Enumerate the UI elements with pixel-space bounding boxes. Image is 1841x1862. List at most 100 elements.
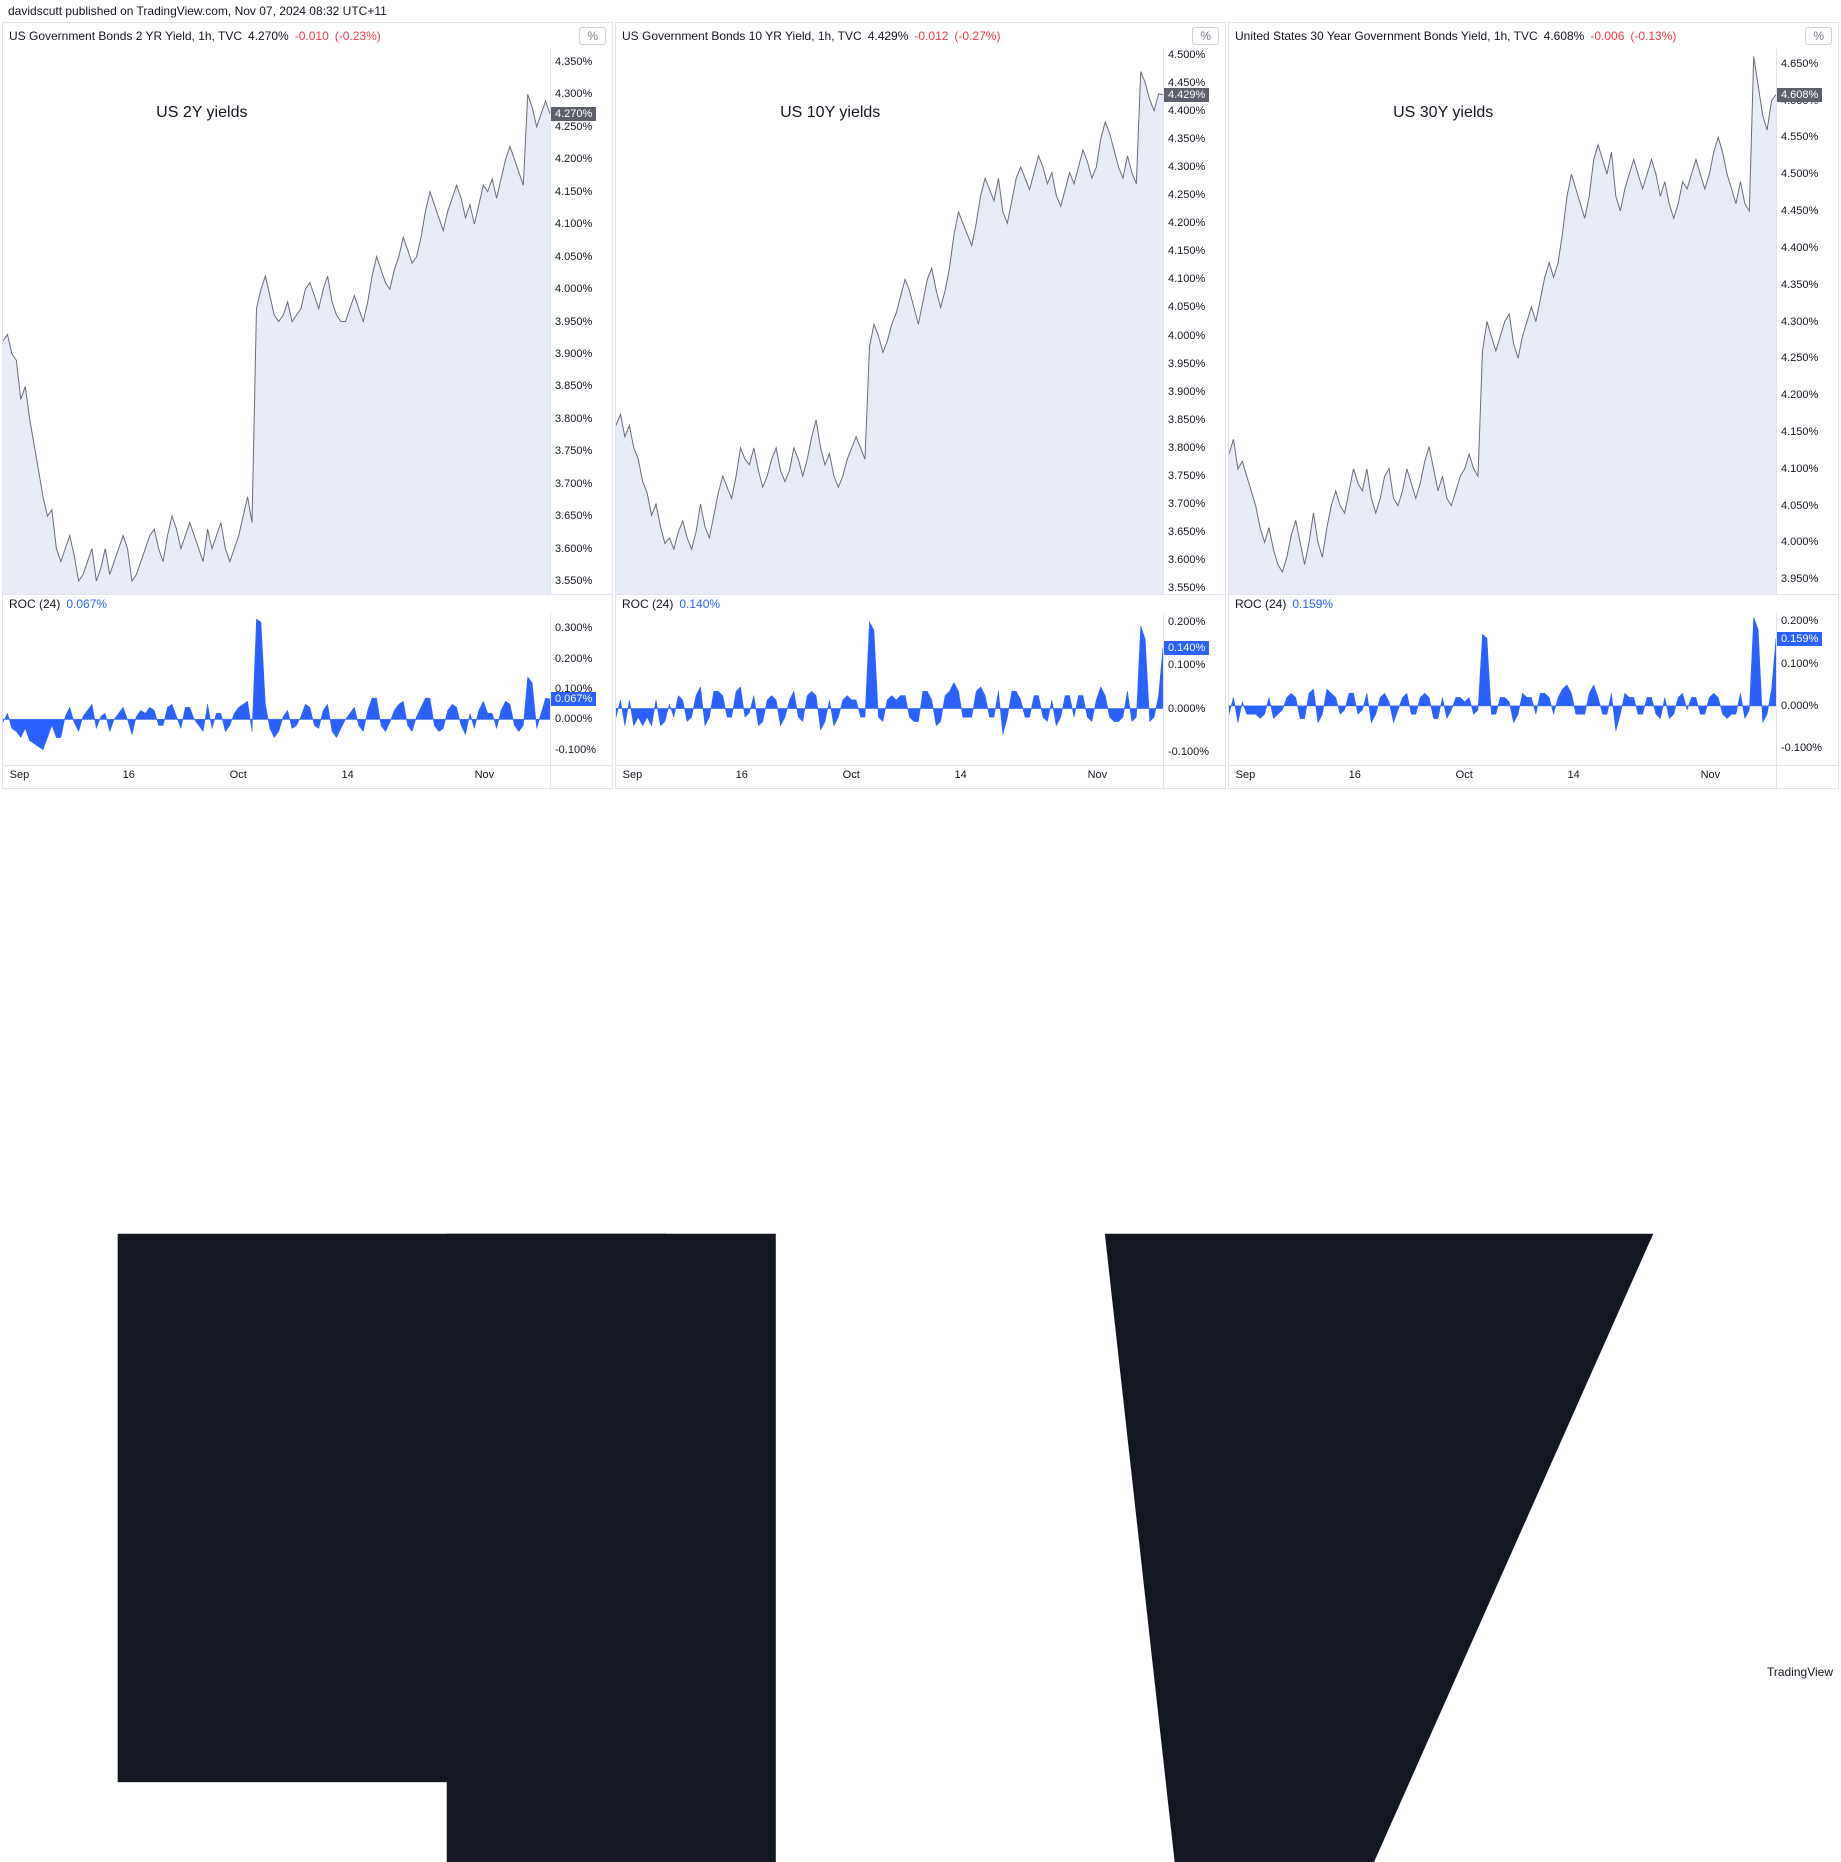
y-tick: 0.000% [555, 713, 592, 725]
price-y-axis: 4.350%4.300%4.250%4.200%4.150%4.100%4.05… [550, 49, 612, 594]
y-tick: 4.500% [1781, 168, 1818, 180]
chart-legend: US Government Bonds 10 YR Yield, 1h, TVC… [616, 23, 1225, 49]
roc-panel[interactable]: 0.300%0.200%0.100%0.000%-0.100%0.067% [3, 613, 612, 765]
x-tick: Nov [1701, 769, 1721, 781]
x-tick: Oct [1456, 769, 1473, 781]
roc-plot[interactable] [616, 613, 1163, 765]
price-badge: 0.067% [551, 692, 596, 706]
price-plot[interactable]: US 30Y yields [1229, 49, 1776, 594]
y-tick: -0.100% [1781, 742, 1822, 754]
y-tick: 0.200% [1781, 615, 1818, 627]
y-tick: -0.100% [1168, 746, 1209, 758]
axis-spacer [1776, 766, 1838, 788]
y-tick: 4.550% [1781, 131, 1818, 143]
change-pct: (-0.13%) [1630, 29, 1676, 43]
x-tick: Oct [230, 769, 247, 781]
y-tick: 4.400% [1781, 242, 1818, 254]
y-tick: 3.850% [1168, 414, 1205, 426]
y-tick: 4.100% [555, 218, 592, 230]
price-badge: 0.159% [1777, 632, 1822, 646]
roc-y-axis: 0.200%0.100%0.000%-0.100%0.140% [1163, 613, 1225, 765]
x-tick: Nov [1088, 769, 1108, 781]
price-panel[interactable]: US 10Y yields 4.500%4.450%4.400%4.350%4.3… [616, 49, 1225, 594]
overlay-label: US 2Y yields [156, 104, 247, 122]
x-tick: 16 [123, 769, 135, 781]
y-tick: 0.200% [1168, 616, 1205, 628]
x-tick: Nov [475, 769, 495, 781]
y-tick: 3.850% [555, 380, 592, 392]
chart-column: United States 30 Year Government Bonds Y… [1228, 22, 1839, 789]
price-panel[interactable]: US 30Y yields4.650%4.600%4.550%4.500%4.4… [1229, 49, 1838, 594]
roc-plot[interactable] [1229, 613, 1776, 765]
axis-spacer [1163, 766, 1225, 788]
y-tick: 4.100% [1168, 273, 1205, 285]
percent-toggle-button[interactable]: % [1192, 27, 1219, 45]
y-tick: 3.800% [1168, 442, 1205, 454]
y-tick: 3.750% [555, 445, 592, 457]
time-axis-labels: Sep16Oct14Nov [616, 766, 1163, 788]
y-tick: 4.500% [1168, 49, 1205, 61]
publish-info: davidscutt published on TradingView.com,… [0, 0, 1841, 22]
y-tick: 4.050% [1781, 500, 1818, 512]
y-tick: 0.300% [555, 622, 592, 634]
price-badge: 0.140% [1164, 641, 1209, 655]
price-panel[interactable]: US 2Y yields4.350%4.300%4.250%4.200%4.15… [3, 49, 612, 594]
publish-text: davidscutt published on TradingView.com,… [8, 4, 387, 18]
instrument-title: US Government Bonds 2 YR Yield, 1h, TVC [9, 29, 242, 43]
x-tick: 14 [1567, 769, 1579, 781]
time-axis-labels: Sep16Oct14Nov [1229, 766, 1776, 788]
overlay-label: US 10Y yields [780, 104, 880, 122]
charts-row: US Government Bonds 2 YR Yield, 1h, TVC … [0, 22, 1841, 789]
chart-column: US Government Bonds 2 YR Yield, 1h, TVC … [2, 22, 613, 789]
y-tick: 3.550% [555, 575, 592, 587]
roc-value: 0.140% [679, 597, 720, 611]
time-axis: Sep16Oct14Nov [3, 765, 612, 788]
y-tick: 4.200% [555, 153, 592, 165]
change-pct: (-0.23%) [335, 29, 381, 43]
last-value: 4.429% [868, 29, 909, 43]
roc-value: 0.067% [66, 597, 107, 611]
x-tick: Oct [843, 769, 860, 781]
percent-toggle-button[interactable]: % [1805, 27, 1832, 45]
attribution: TradingView [0, 789, 1841, 1862]
y-tick: 3.700% [1168, 498, 1205, 510]
instrument-title: US Government Bonds 10 YR Yield, 1h, TVC [622, 29, 862, 43]
y-tick: -0.100% [555, 744, 596, 756]
y-tick: 4.250% [555, 121, 592, 133]
axis-spacer [550, 766, 612, 788]
price-plot[interactable]: US 2Y yields [3, 49, 550, 594]
change-value: -0.012 [914, 29, 948, 43]
roc-y-axis: 0.300%0.200%0.100%0.000%-0.100%0.067% [550, 613, 612, 765]
y-tick: 3.700% [555, 478, 592, 490]
y-tick: 4.050% [1168, 301, 1205, 313]
price-plot[interactable]: US 10Y yields [616, 49, 1163, 594]
y-tick: 4.200% [1781, 389, 1818, 401]
roc-legend: ROC (24) 0.159% [1229, 594, 1838, 613]
y-tick: 4.450% [1781, 205, 1818, 217]
chart-column: US Government Bonds 10 YR Yield, 1h, TVC… [615, 22, 1226, 789]
percent-toggle-button[interactable]: % [579, 27, 606, 45]
y-tick: 4.050% [555, 251, 592, 263]
time-axis: Sep16Oct14Nov [1229, 765, 1838, 788]
attribution-label: TradingView [1767, 1665, 1833, 1679]
chart-legend: United States 30 Year Government Bonds Y… [1229, 23, 1838, 49]
y-tick: 4.150% [555, 186, 592, 198]
roc-panel[interactable]: 0.200%0.100%0.000%-0.100%0.159% [1229, 613, 1838, 765]
y-tick: 3.650% [1168, 526, 1205, 538]
y-tick: 3.650% [555, 510, 592, 522]
roc-panel[interactable]: 0.200%0.100%0.000%-0.100%0.140% [616, 613, 1225, 765]
x-tick: 14 [954, 769, 966, 781]
tradingview-logo-icon [8, 795, 1763, 1862]
y-tick: 4.100% [1781, 463, 1818, 475]
roc-legend: ROC (24) 0.067% [3, 594, 612, 613]
x-tick: 14 [341, 769, 353, 781]
x-tick: 16 [1349, 769, 1361, 781]
y-tick: 4.000% [1781, 536, 1818, 548]
change-pct: (-0.27%) [954, 29, 1000, 43]
y-tick: 4.650% [1781, 58, 1818, 70]
y-tick: 4.350% [1781, 279, 1818, 291]
chart-legend: US Government Bonds 2 YR Yield, 1h, TVC … [3, 23, 612, 49]
roc-plot[interactable] [3, 613, 550, 765]
price-y-axis: 4.500%4.450%4.400%4.350%4.300%4.250%4.20… [1163, 49, 1225, 594]
y-tick: 4.300% [1781, 316, 1818, 328]
